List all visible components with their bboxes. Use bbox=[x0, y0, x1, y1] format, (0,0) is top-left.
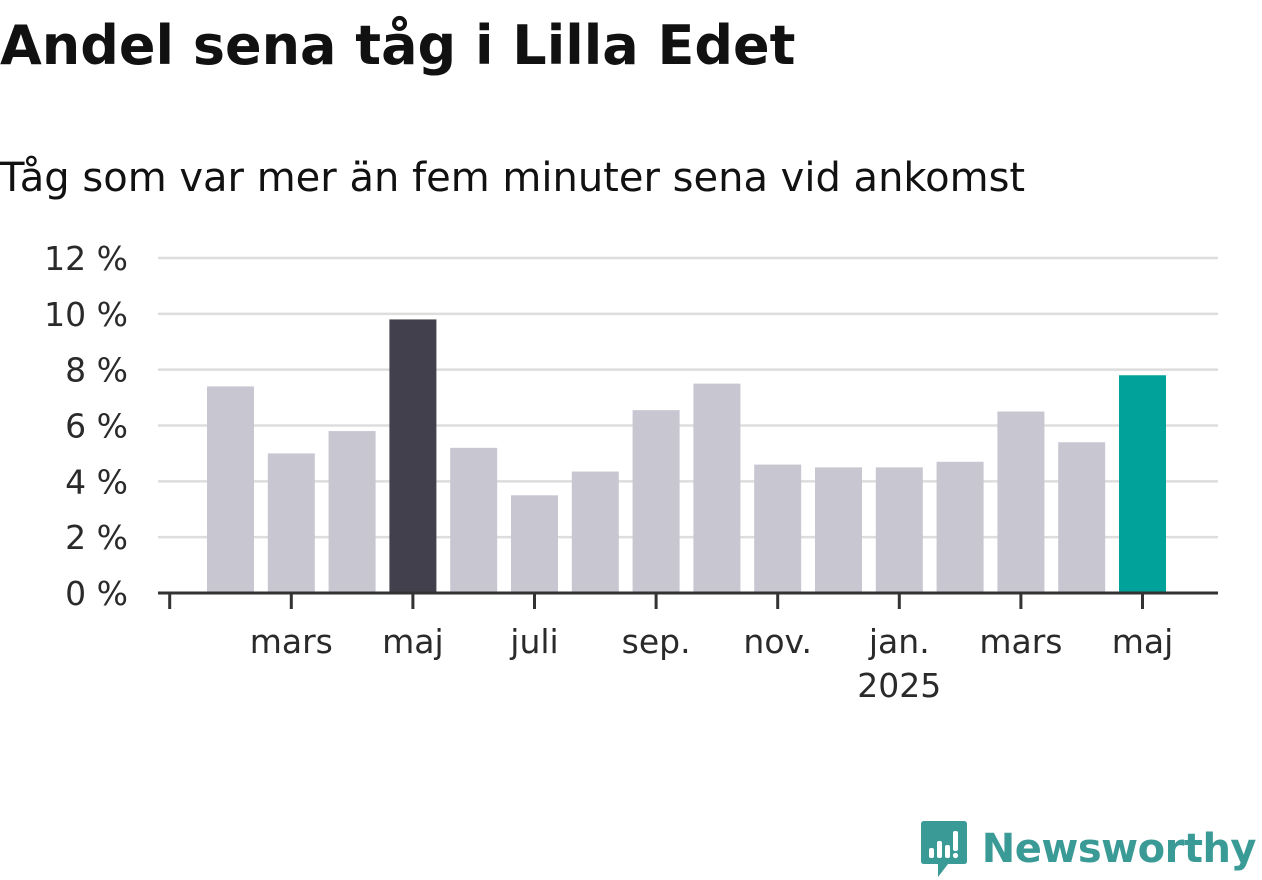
bar-2024-10 bbox=[693, 383, 741, 593]
y-tick-label: 4 % bbox=[65, 462, 128, 501]
bars bbox=[207, 319, 1166, 593]
x-tick-label: nov. bbox=[743, 622, 812, 661]
bar-2024-12 bbox=[815, 467, 862, 593]
newsworthy-logo-icon bbox=[920, 821, 967, 877]
bar-2025-05 bbox=[1119, 375, 1166, 593]
x-tick-label: maj bbox=[382, 622, 444, 661]
newsworthy-logo: Newsworthy bbox=[920, 818, 1257, 880]
bar-2024-05 bbox=[389, 319, 437, 593]
x-tick-year-label: 2025 bbox=[857, 666, 941, 705]
x-tick-label: sep. bbox=[622, 622, 691, 661]
y-tick-label: 6 % bbox=[65, 407, 128, 446]
y-tick-label: 8 % bbox=[65, 351, 128, 390]
x-tick-label: maj bbox=[1112, 622, 1174, 661]
bar-2024-04 bbox=[328, 431, 376, 593]
bar-2025-01 bbox=[875, 467, 923, 593]
x-tick-label: juli bbox=[509, 622, 558, 661]
x-axis-labels: mars maj juli sep. nov. jan. 2025 mars maj bbox=[250, 622, 1174, 705]
x-tick-label: mars bbox=[979, 622, 1062, 661]
bar-2024-11 bbox=[754, 464, 802, 593]
bar-2025-04 bbox=[1058, 442, 1106, 593]
y-axis-labels: 0 % 2 % 4 % 6 % 8 % 10 % 12 % bbox=[44, 239, 128, 613]
bar-2025-03 bbox=[997, 411, 1045, 593]
x-tick-label: mars bbox=[250, 622, 333, 661]
bar-2025-02 bbox=[936, 461, 984, 593]
y-tick-label: 2 % bbox=[65, 518, 128, 557]
bar-2024-02 bbox=[207, 386, 254, 593]
y-tick-label: 10 % bbox=[44, 295, 128, 334]
chart-subtitle: Tåg som var mer än fem minuter sena vid … bbox=[0, 155, 1026, 201]
bar-chart: 0 % 2 % 4 % 6 % 8 % 10 % 12 % mars maj juli sep. n… bbox=[44, 239, 1218, 705]
bar-2024-09 bbox=[632, 410, 680, 593]
logo-text: Newsworthy bbox=[981, 826, 1257, 872]
bar-2024-06 bbox=[450, 447, 498, 593]
chart-title: Andel sena tåg i Lilla Edet bbox=[0, 14, 796, 77]
bar-2024-03 bbox=[267, 453, 315, 593]
y-tick-label: 0 % bbox=[65, 574, 128, 613]
bar-2024-08 bbox=[571, 471, 619, 593]
y-tick-label: 12 % bbox=[44, 239, 128, 278]
bar-2024-07 bbox=[511, 495, 558, 593]
x-axis bbox=[158, 591, 1218, 609]
x-tick-label: jan. bbox=[868, 622, 930, 661]
